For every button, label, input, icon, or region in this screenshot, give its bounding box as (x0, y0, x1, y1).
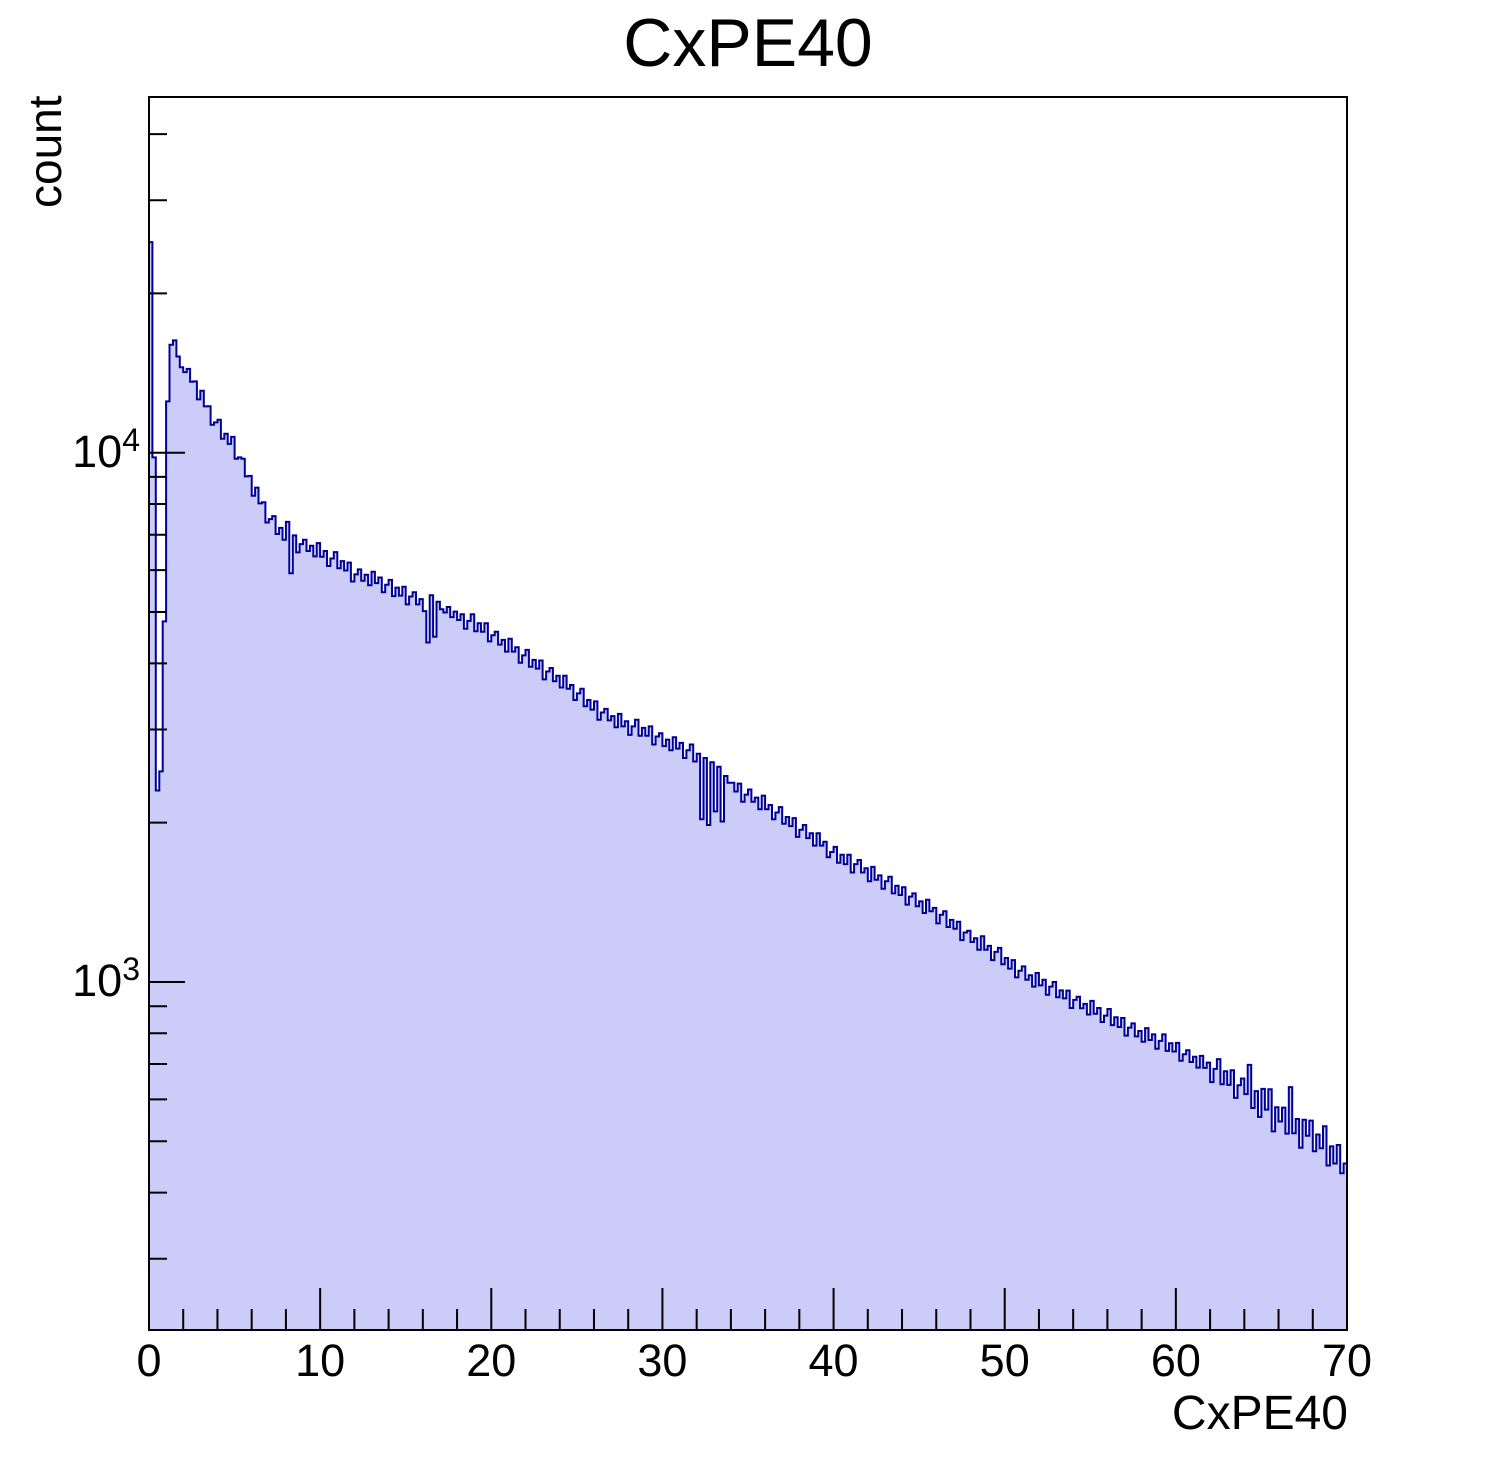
x-tick-label: 10 (295, 1335, 346, 1386)
y-tick-label-exponent: 4 (122, 421, 140, 458)
x-tick-label: 60 (1150, 1335, 1201, 1386)
y-tick-label: 104 (72, 424, 140, 477)
x-tick-label: 0 (136, 1335, 162, 1386)
x-tick-label: 70 (1321, 1335, 1373, 1386)
plot-frame (148, 96, 1348, 1331)
x-tick-label: 40 (808, 1335, 859, 1386)
y-tick-label: 103 (72, 953, 140, 1006)
y-tick-label-base: 10 (72, 954, 123, 1006)
y-tick-label-base: 10 (72, 425, 123, 477)
x-axis-title: CxPE40 (1171, 1387, 1348, 1440)
chart-title: CxPE40 (623, 5, 873, 81)
x-tick-label: 50 (979, 1335, 1030, 1386)
histogram-path (148, 241, 1348, 1331)
x-tick-label: 20 (466, 1335, 517, 1386)
x-tick-label: 30 (637, 1335, 688, 1386)
y-tick-label-exponent: 3 (122, 950, 140, 987)
